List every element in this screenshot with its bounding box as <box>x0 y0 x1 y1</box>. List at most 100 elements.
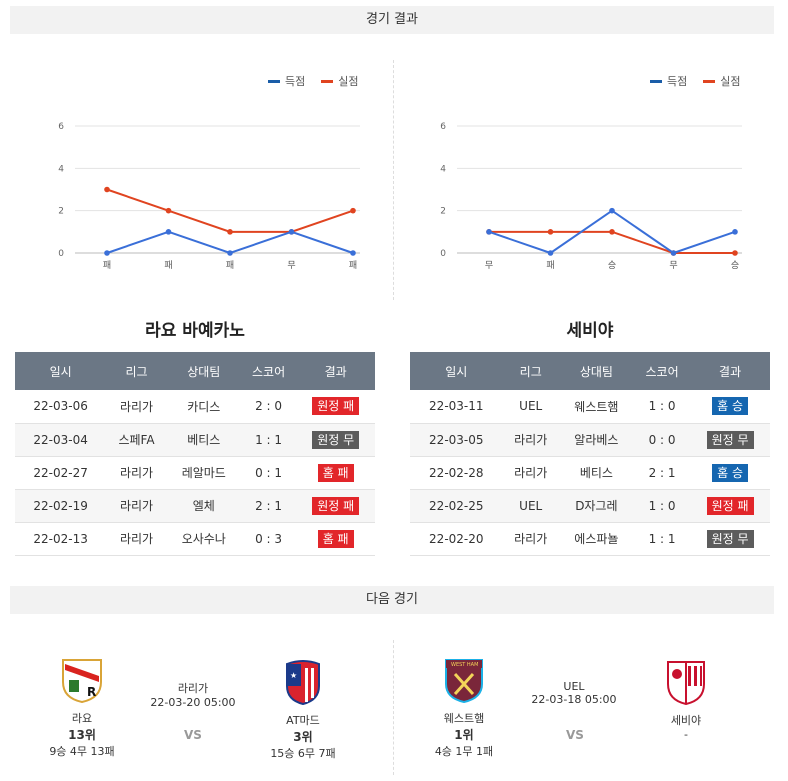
result-badge: 원정 패 <box>312 397 360 416</box>
data-point <box>732 229 738 235</box>
cell-date: 22-02-13 <box>15 522 107 556</box>
result-badge: 홈 승 <box>712 463 749 482</box>
x-tick-label: 패 <box>546 260 554 271</box>
column-header: 스코어 <box>633 352 691 390</box>
cell-opp: 레알마드 <box>166 456 241 490</box>
result-badge: 원정 패 <box>312 496 360 515</box>
cell-opp: 베티스 <box>558 456 634 490</box>
data-point <box>104 250 110 256</box>
cell-score: 2 : 1 <box>240 489 297 523</box>
team-name: 라요 <box>71 712 93 725</box>
data-point <box>104 186 110 193</box>
cell-league: UEL <box>502 489 559 523</box>
data-point <box>350 250 356 256</box>
cell-league: 라리가 <box>106 390 167 424</box>
data-point <box>227 250 233 256</box>
x-tick-label: 승 <box>731 260 739 271</box>
y-tick-label: 0 <box>58 249 64 259</box>
next-right-home[interactable]: WEST HAM 웨스트햄 1위 4승 1무 1패 <box>414 656 514 759</box>
data-point <box>350 207 356 214</box>
cell-league: 라리가 <box>106 456 167 490</box>
x-tick-label: 무 <box>485 260 493 271</box>
team-record: 4승 1무 1패 <box>434 745 494 758</box>
left-chart-legend: 득점 실점 <box>258 73 359 89</box>
x-tick-label: 무 <box>287 260 295 271</box>
cell-league: 라리가 <box>106 522 167 556</box>
rayo-logo-icon: R <box>62 659 102 704</box>
right-team-title: 세비야 <box>566 321 614 341</box>
team-name: 웨스트햄 <box>443 712 485 725</box>
cell-date: 22-02-27 <box>15 456 107 490</box>
cell-result: 홈 승 <box>690 390 770 424</box>
cell-result: 원정 패 <box>296 390 375 424</box>
team-record: 15승 6무 7패 <box>270 747 336 760</box>
data-point <box>486 229 492 235</box>
right-team-chart: 0 2 4 6 무 패 승 무 승 <box>440 122 742 271</box>
westham-logo-icon: WEST HAM <box>445 659 483 704</box>
cell-league: 스페FA <box>106 423 167 457</box>
team-record: 9승 4무 13패 <box>49 745 115 758</box>
table-row: 22-02-27 라리가 레알마드 0 : 1 홈 패 <box>15 456 375 490</box>
cell-opp: 에스파뇰 <box>558 522 634 556</box>
data-point <box>165 207 172 214</box>
svg-text:★: ★ <box>290 671 297 680</box>
cell-opp: 오사수나 <box>166 522 241 556</box>
y-tick-label: 6 <box>440 122 446 132</box>
data-point <box>165 229 172 235</box>
cell-date: 22-02-25 <box>410 489 503 523</box>
data-point <box>547 229 554 235</box>
cell-opp: 웨스트햄 <box>558 390 634 424</box>
next-right-away[interactable]: 세비야 - <box>636 656 736 741</box>
next-section-title: 다음 경기 <box>10 586 774 614</box>
team-rank: 13위 <box>68 728 96 742</box>
cell-result: 원정 패 <box>690 489 770 523</box>
y-tick-label: 6 <box>58 122 64 132</box>
next-left-away[interactable]: ★ AT마드 3위 15승 6무 7패 <box>253 656 353 761</box>
data-point <box>609 229 615 235</box>
x-tick-label: 승 <box>608 260 616 271</box>
atletico-logo-icon: ★ <box>286 660 320 706</box>
column-header: 상대팀 <box>558 352 634 390</box>
team-name: 세비야 <box>670 714 702 727</box>
match-league: UEL <box>563 680 585 693</box>
vs-label: VS <box>566 728 584 742</box>
y-tick-label: 0 <box>440 249 446 259</box>
cell-date: 22-03-05 <box>410 423 503 457</box>
legend-score-label: 득점 <box>667 75 688 88</box>
cell-date: 22-02-20 <box>410 522 503 556</box>
match-league: 라리가 <box>177 682 209 695</box>
cell-score: 1 : 1 <box>240 423 297 457</box>
team-record: - <box>684 728 688 741</box>
x-tick-label: 무 <box>669 260 677 271</box>
column-divider <box>393 60 394 300</box>
table-row: 22-03-06 라리가 카디스 2 : 0 원정 패 <box>15 390 375 424</box>
data-point <box>547 250 554 256</box>
vs-label: VS <box>184 728 202 742</box>
results-section-title: 경기 결과 <box>10 6 774 34</box>
match-datetime: 22-03-20 05:00 <box>150 696 236 709</box>
table-row: 22-03-04 스페FA 베티스 1 : 1 원정 무 <box>15 423 375 457</box>
cell-score: 0 : 0 <box>633 423 691 457</box>
cell-result: 홈 승 <box>690 456 770 490</box>
result-badge: 홈 패 <box>317 529 354 548</box>
team-name: AT마드 <box>286 714 320 727</box>
table-row: 22-03-11 UEL 웨스트햄 1 : 0 홈 승 <box>410 390 770 424</box>
left-results-table: 일시 리그 상대팀 스코어 결과 22-03-06 라리가 카디스 2 : 0 원정 패 22-0… <box>15 352 375 556</box>
cell-score: 0 : 1 <box>240 456 297 490</box>
cell-date: 22-02-19 <box>15 489 107 523</box>
data-point <box>732 250 738 256</box>
table-row: 22-02-25 UEL D자그레 1 : 0 원정 패 <box>410 489 770 523</box>
cell-score: 1 : 1 <box>633 522 691 556</box>
series-line-score <box>106 230 354 255</box>
y-tick-label: 4 <box>440 164 446 174</box>
data-point <box>670 250 677 256</box>
x-tick-label: 패 <box>103 260 111 271</box>
legend-score-label: 득점 <box>285 75 306 88</box>
next-left-home[interactable]: R 라요 13위 9승 4무 13패 <box>32 656 132 759</box>
cell-opp: D자그레 <box>558 489 634 523</box>
x-tick-label: 패 <box>226 260 234 271</box>
team-rank: 3위 <box>293 730 313 744</box>
cell-score: 0 : 3 <box>240 522 297 556</box>
result-badge: 원정 무 <box>706 529 754 548</box>
column-header: 리그 <box>106 352 167 390</box>
